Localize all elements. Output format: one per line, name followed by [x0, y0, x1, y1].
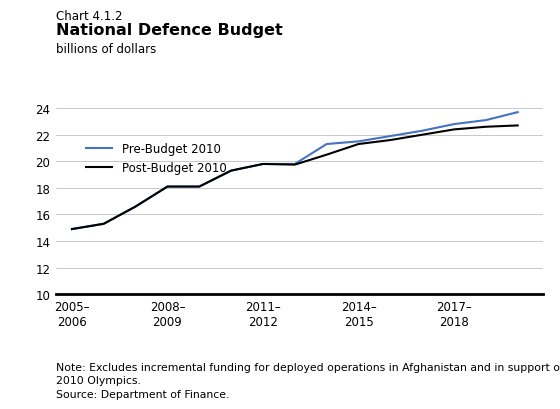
Pre-Budget 2010	[68, 227, 75, 232]
Pre-Budget 2010	[419, 129, 426, 134]
Text: National Defence Budget: National Defence Budget	[56, 22, 283, 38]
Pre-Budget 2010	[196, 184, 203, 189]
Pre-Budget 2010	[132, 204, 139, 209]
Line: Pre-Budget 2010: Pre-Budget 2010	[72, 113, 518, 229]
Pre-Budget 2010	[515, 110, 521, 115]
Post-Budget 2010	[260, 162, 267, 167]
Line: Post-Budget 2010: Post-Budget 2010	[72, 126, 518, 229]
Pre-Budget 2010	[355, 139, 362, 144]
Post-Budget 2010	[387, 138, 394, 143]
Pre-Budget 2010	[260, 162, 267, 167]
Legend: Pre-Budget 2010, Post-Budget 2010: Pre-Budget 2010, Post-Budget 2010	[86, 143, 226, 175]
Pre-Budget 2010	[164, 184, 171, 189]
Post-Budget 2010	[68, 227, 75, 232]
Pre-Budget 2010	[483, 118, 489, 123]
Pre-Budget 2010	[387, 134, 394, 139]
Post-Budget 2010	[323, 153, 330, 158]
Text: Note: Excludes incremental funding for deployed operations in Afghanistan and in: Note: Excludes incremental funding for d…	[56, 362, 560, 385]
Text: billions of dollars: billions of dollars	[56, 43, 156, 56]
Post-Budget 2010	[483, 125, 489, 130]
Pre-Budget 2010	[451, 122, 458, 127]
Post-Budget 2010	[419, 133, 426, 138]
Post-Budget 2010	[355, 142, 362, 147]
Post-Budget 2010	[100, 222, 107, 227]
Post-Budget 2010	[228, 169, 235, 174]
Pre-Budget 2010	[323, 142, 330, 147]
Text: Source: Department of Finance.: Source: Department of Finance.	[56, 389, 230, 399]
Post-Budget 2010	[164, 184, 171, 189]
Post-Budget 2010	[451, 128, 458, 133]
Pre-Budget 2010	[100, 222, 107, 227]
Text: Chart 4.1.2: Chart 4.1.2	[56, 10, 123, 23]
Post-Budget 2010	[132, 204, 139, 209]
Pre-Budget 2010	[228, 169, 235, 174]
Post-Budget 2010	[196, 184, 203, 189]
Post-Budget 2010	[515, 124, 521, 128]
Post-Budget 2010	[291, 163, 298, 168]
Pre-Budget 2010	[291, 162, 298, 167]
